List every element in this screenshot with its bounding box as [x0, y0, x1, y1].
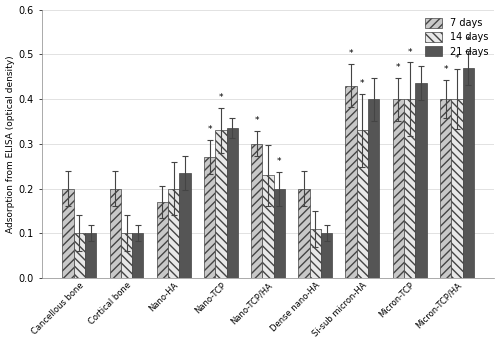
- Text: *: *: [408, 47, 412, 56]
- Bar: [310, 229, 321, 278]
- Bar: [132, 233, 143, 278]
- Bar: [74, 233, 85, 278]
- Text: *: *: [466, 36, 470, 45]
- Bar: [346, 86, 357, 278]
- Bar: [274, 189, 285, 278]
- Bar: [262, 175, 274, 278]
- Y-axis label: Adsorption from ELISA (optical density): Adsorption from ELISA (optical density): [6, 55, 15, 233]
- Text: *: *: [277, 157, 281, 166]
- Bar: [180, 173, 190, 278]
- Bar: [298, 189, 310, 278]
- Bar: [392, 99, 404, 278]
- Bar: [404, 99, 415, 278]
- Bar: [156, 202, 168, 278]
- Bar: [440, 99, 451, 278]
- Text: *: *: [454, 54, 459, 63]
- Bar: [110, 189, 121, 278]
- Legend: 7 days, 14 days, 21 days: 7 days, 14 days, 21 days: [421, 14, 492, 61]
- Text: *: *: [254, 117, 259, 126]
- Bar: [121, 233, 132, 278]
- Text: *: *: [444, 65, 448, 74]
- Text: *: *: [208, 126, 212, 135]
- Bar: [85, 233, 96, 278]
- Bar: [357, 130, 368, 278]
- Bar: [215, 130, 226, 278]
- Text: *: *: [218, 93, 223, 102]
- Text: *: *: [360, 79, 364, 88]
- Bar: [416, 83, 426, 278]
- Bar: [451, 99, 462, 278]
- Bar: [251, 144, 262, 278]
- Bar: [321, 233, 332, 278]
- Bar: [462, 68, 474, 278]
- Bar: [204, 157, 215, 278]
- Text: *: *: [349, 49, 354, 58]
- Bar: [168, 189, 179, 278]
- Bar: [368, 99, 380, 278]
- Text: *: *: [396, 63, 400, 72]
- Bar: [226, 128, 238, 278]
- Bar: [62, 189, 74, 278]
